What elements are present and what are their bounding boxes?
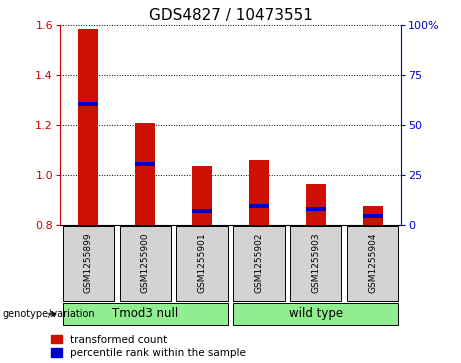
Text: genotype/variation: genotype/variation — [2, 309, 95, 319]
Bar — [233, 303, 398, 325]
Text: GSM1255903: GSM1255903 — [311, 233, 320, 294]
Bar — [78, 29, 98, 225]
Bar — [192, 209, 212, 213]
Bar — [63, 226, 114, 301]
Bar — [347, 226, 398, 301]
Bar — [363, 214, 383, 218]
Bar — [249, 160, 269, 225]
Bar — [249, 204, 269, 208]
Text: GSM1255904: GSM1255904 — [368, 233, 377, 293]
Bar — [78, 102, 98, 106]
Title: GDS4827 / 10473551: GDS4827 / 10473551 — [148, 8, 313, 23]
Bar — [306, 207, 326, 211]
Bar — [135, 123, 155, 225]
Bar — [290, 226, 341, 301]
Bar — [306, 184, 326, 225]
Bar — [135, 162, 155, 166]
Text: GSM1255900: GSM1255900 — [141, 233, 150, 294]
Text: Tmod3 null: Tmod3 null — [112, 307, 178, 321]
Text: wild type: wild type — [289, 307, 343, 321]
Bar — [177, 226, 228, 301]
Bar — [233, 226, 284, 301]
Bar — [192, 166, 212, 225]
Bar — [363, 206, 383, 225]
Bar — [63, 303, 228, 325]
Legend: transformed count, percentile rank within the sample: transformed count, percentile rank withi… — [51, 335, 246, 358]
Text: GSM1255902: GSM1255902 — [254, 233, 263, 293]
Text: GSM1255899: GSM1255899 — [84, 233, 93, 294]
Bar — [120, 226, 171, 301]
Text: GSM1255901: GSM1255901 — [198, 233, 207, 294]
